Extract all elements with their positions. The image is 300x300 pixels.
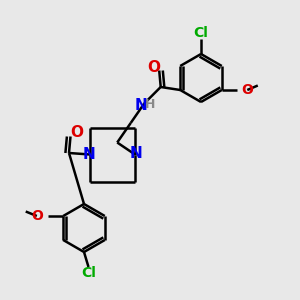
Text: O: O xyxy=(241,83,253,97)
Text: H: H xyxy=(145,98,155,112)
Text: N: N xyxy=(82,147,95,162)
Text: O: O xyxy=(31,209,43,223)
Text: O: O xyxy=(147,60,160,75)
Text: Cl: Cl xyxy=(194,26,208,40)
Text: Cl: Cl xyxy=(81,266,96,280)
Text: N: N xyxy=(129,146,142,160)
Text: O: O xyxy=(70,125,83,140)
Text: N: N xyxy=(135,98,148,112)
